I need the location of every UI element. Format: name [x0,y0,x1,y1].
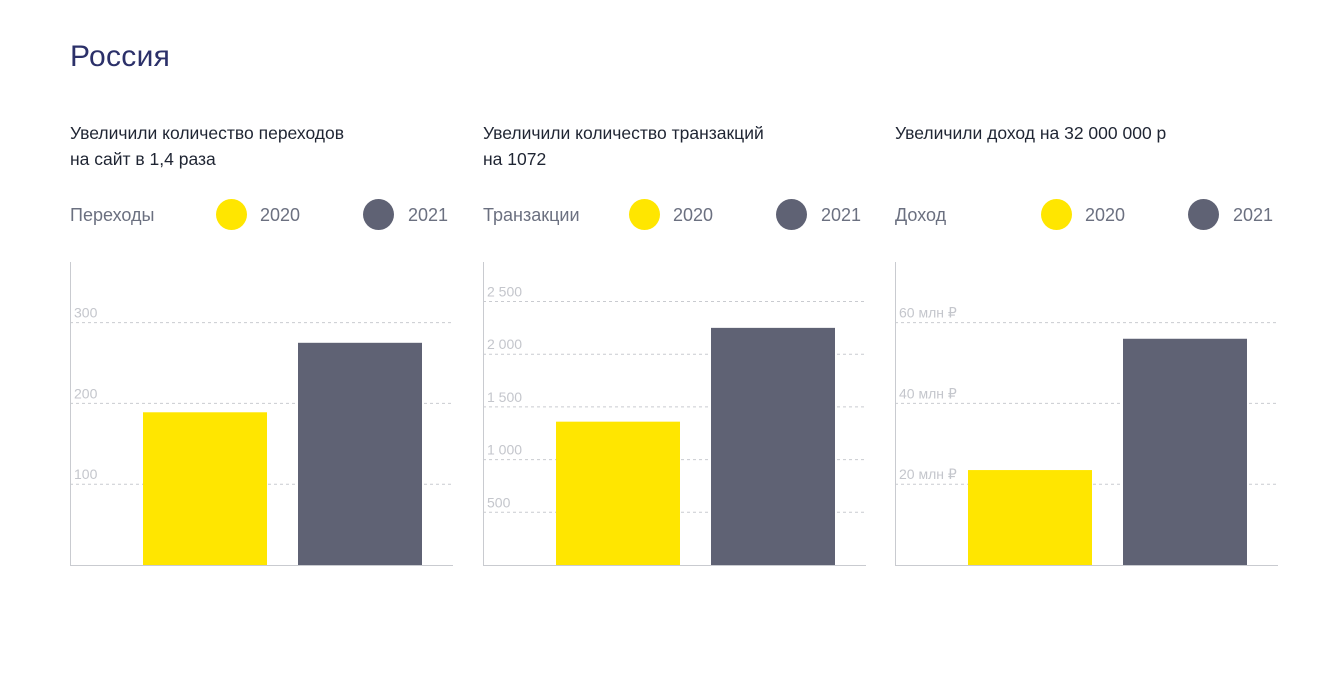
y-tick-label: 500 [487,494,511,510]
bar-2020 [143,412,267,565]
legend-year-2021: 2021 [1233,205,1274,225]
legend-dot-2021 [363,199,394,230]
panel-heading: Увеличили количество транзакций на 1072 [483,120,843,172]
chart-panel-transactions: Увеличили количество транзакций на 1072 … [483,0,883,683]
y-tick-label: 100 [74,466,98,482]
y-tick-label: 2 500 [487,284,522,300]
y-tick-label: 1 500 [487,389,522,405]
legend-year-2020: 2020 [673,205,714,225]
bar-2021 [1123,338,1247,565]
legend-year-2021: 2021 [821,205,862,225]
panel-heading: Увеличили количество переходов на сайт в… [70,120,430,172]
panel-heading-line-1: Увеличили количество транзакций [483,123,764,143]
bar-chart: 500 1 000 1 500 2 000 2 500 [483,262,866,566]
legend-label: Переходы [70,205,155,225]
bar-2021 [298,342,422,565]
legend-year-2021: 2021 [408,205,449,225]
panel-heading-line-1: Увеличили количество переходов [70,123,345,143]
panel-heading: Увеличили доход на 32 000 000 р [895,120,1255,146]
bar-chart: 100 200 300 [70,262,453,566]
legend-dot-2020 [1041,199,1072,230]
legend-year-2020: 2020 [260,205,301,225]
panel-heading-line-2: на сайт в 1,4 раза [70,149,216,169]
y-tick-label: 40 млн ₽ [899,385,957,401]
chart-panel-income: Увеличили доход на 32 000 000 р Доход 20… [895,0,1295,683]
panel-heading-line-1: Увеличили доход на 32 000 000 р [895,123,1167,143]
bar-2020 [556,421,680,565]
legend-year-2020: 2020 [1085,205,1126,225]
legend-label: Доход [895,205,947,225]
chart-panel-transitions: Увеличили количество переходов на сайт в… [70,0,470,683]
legend-dot-2021 [1188,199,1219,230]
panel-heading-line-2: на 1072 [483,149,547,169]
y-tick-label: 60 млн ₽ [899,305,957,321]
bar-2021 [711,327,835,565]
bar-chart: 20 млн ₽ 40 млн ₽ 60 млн ₽ [895,262,1278,566]
y-tick-label: 200 [74,385,98,401]
legend-dot-2020 [629,199,660,230]
page-title: Россия [70,40,171,73]
y-tick-label: 1 000 [487,442,522,458]
y-tick-label: 20 млн ₽ [899,466,957,482]
legend-dot-2021 [776,199,807,230]
legend-dot-2020 [216,199,247,230]
y-tick-label: 300 [74,305,98,321]
y-tick-label: 2 000 [487,336,522,352]
bar-2020 [968,470,1092,565]
legend-label: Транзакции [483,205,580,225]
